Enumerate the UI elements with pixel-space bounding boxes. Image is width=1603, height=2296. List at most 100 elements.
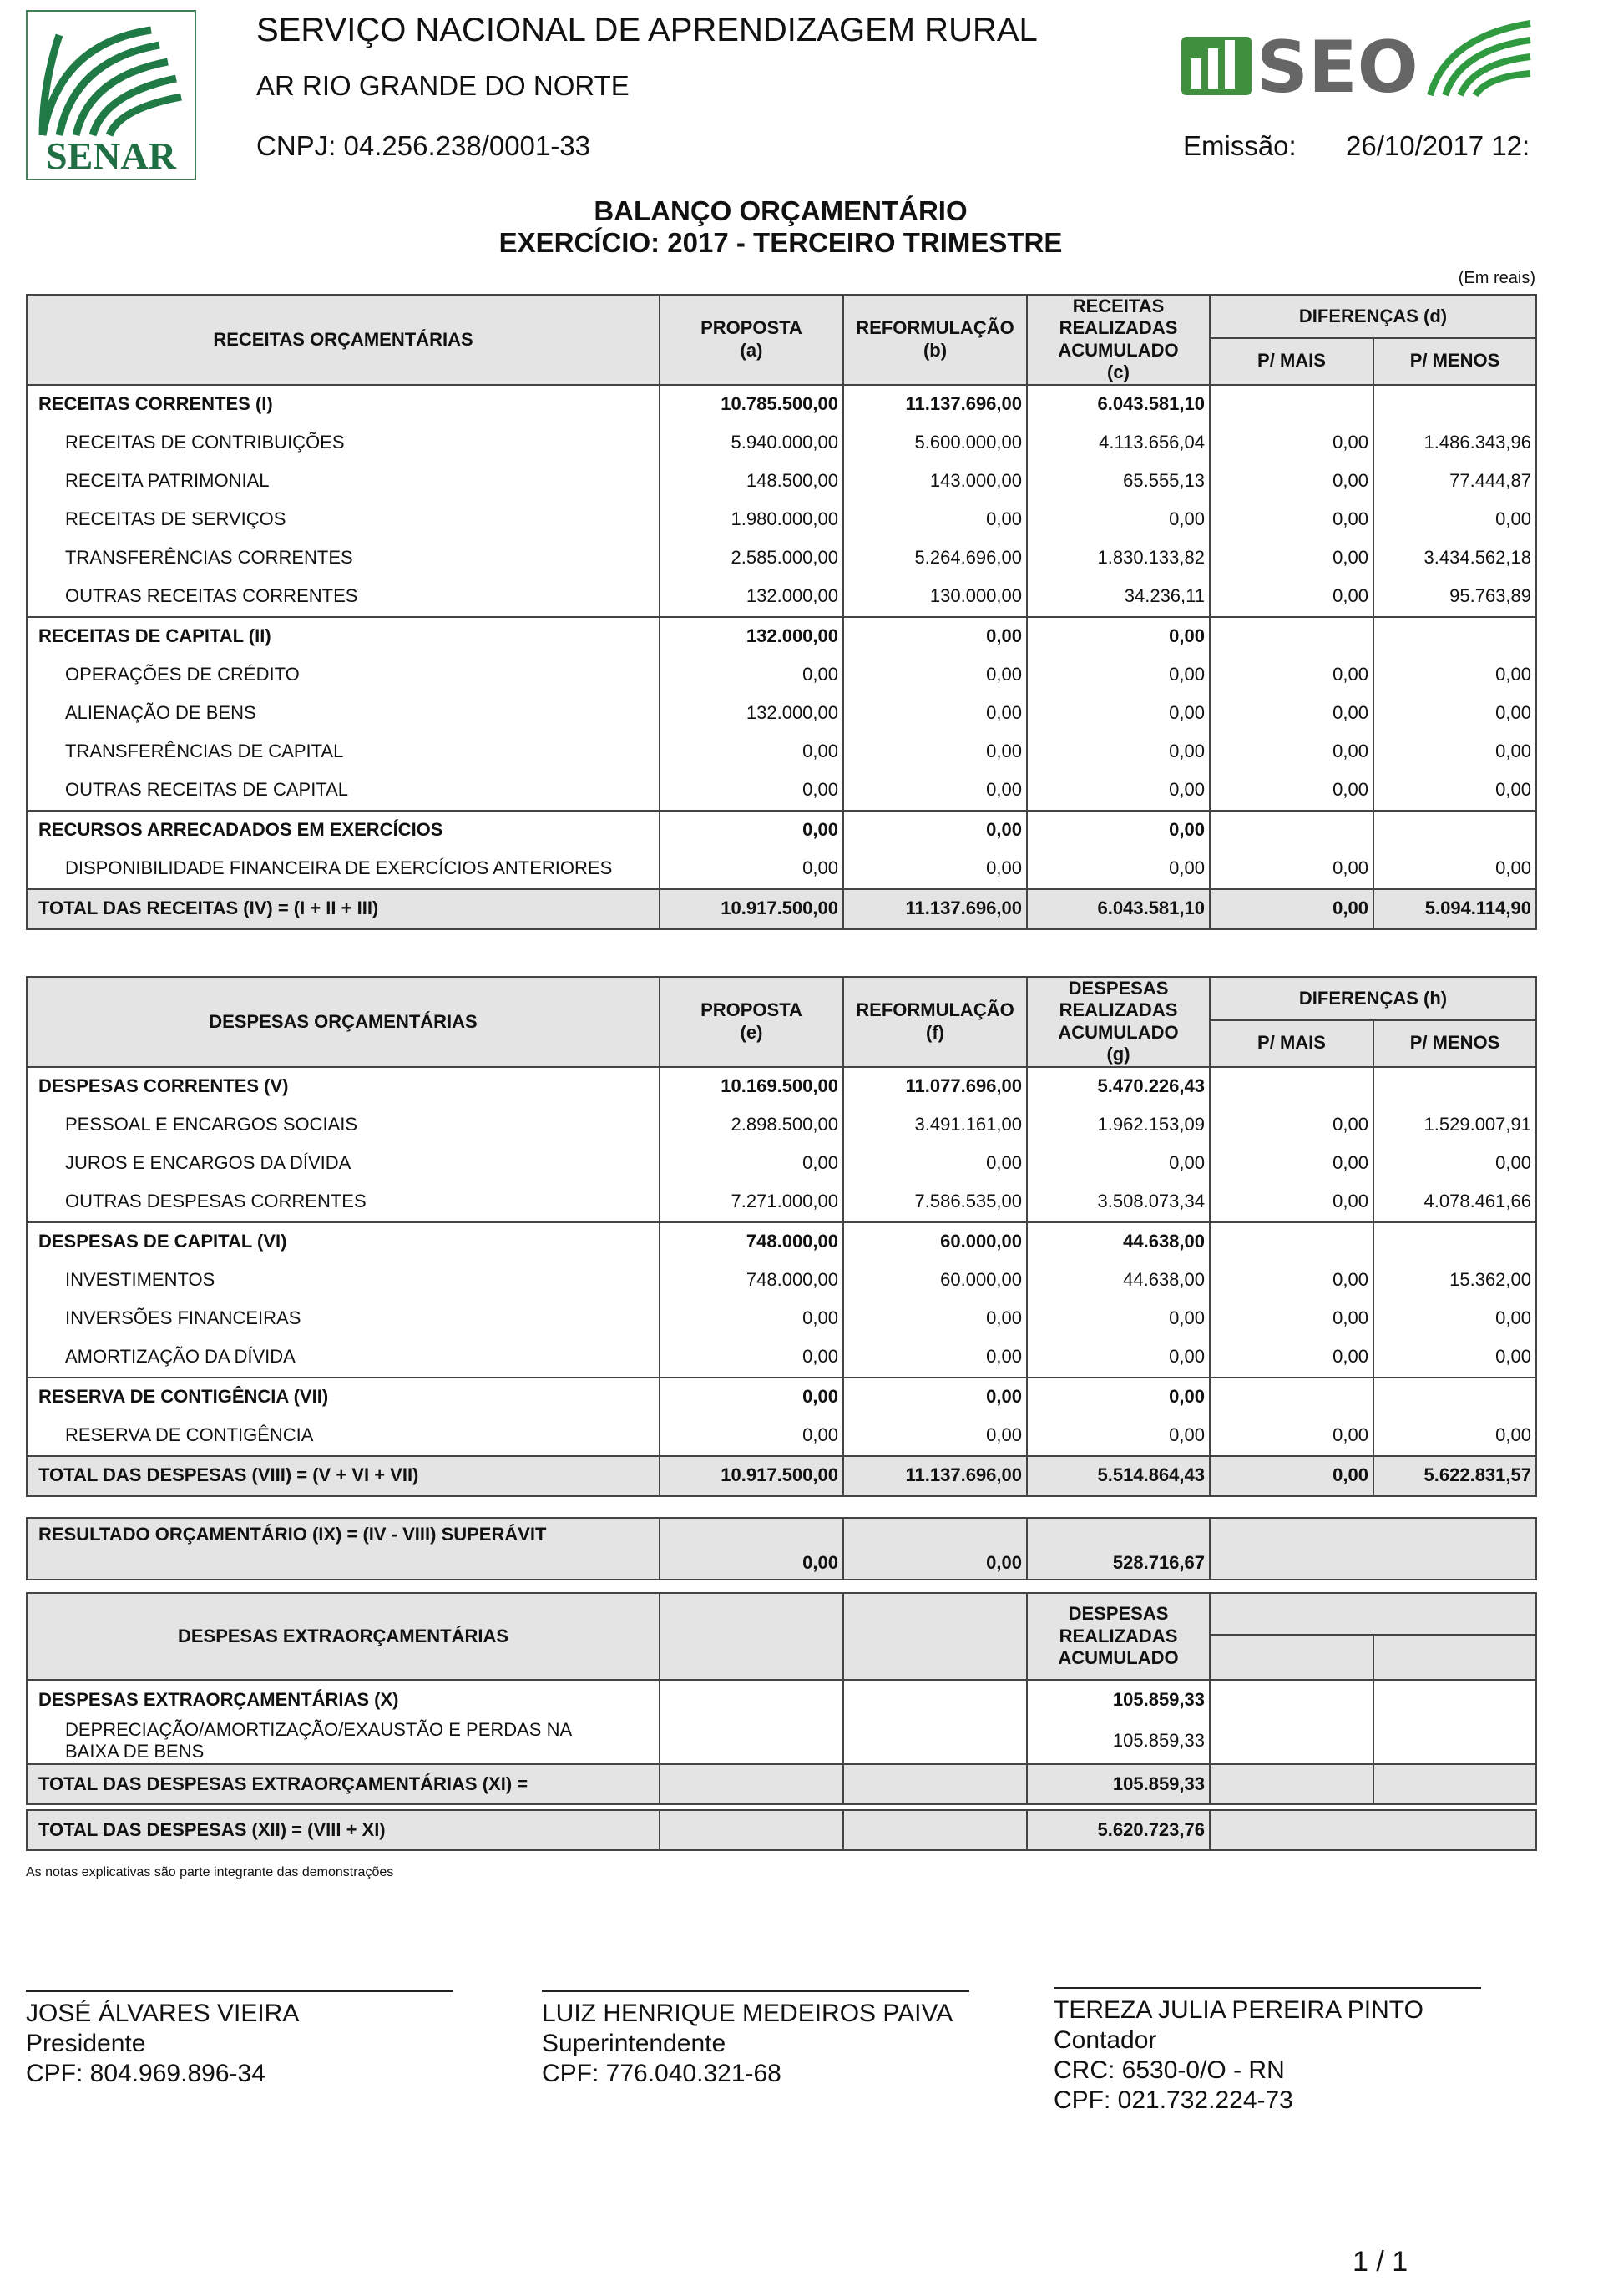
value-cell: 0,00: [1209, 1338, 1374, 1378]
value-cell: 11.137.696,00: [842, 1454, 1028, 1496]
value-cell: [659, 1719, 844, 1764]
title: BALANÇO ORÇAMENTÁRIO: [594, 195, 968, 226]
value-cell: 65.555,13: [1026, 462, 1211, 501]
table-row: OPERAÇÕES DE CRÉDITO 0,00 0,00 0,00 0,00 0,00: [26, 655, 1537, 695]
header-cell: REFORMULAÇÃO (f): [842, 976, 1028, 1068]
value-cell: 3.491.161,00: [842, 1105, 1028, 1145]
logo-bars: [1181, 37, 1252, 95]
value-cell: 0,00: [1209, 1144, 1374, 1183]
header-cell: [1209, 1592, 1537, 1636]
value-cell: 5.470.226,43: [1026, 1065, 1211, 1106]
value-cell: 0,00: [1026, 1416, 1211, 1456]
table-row: DISPONIBILIDADE FINANCEIRA DE EXERCÍCIOS…: [26, 849, 1537, 889]
value-cell: [1209, 1719, 1374, 1764]
header-cell: DESPESAS REALIZADAS ACUMULADO: [1026, 1592, 1211, 1681]
row-label: ALIENAÇÃO DE BENS: [26, 694, 660, 733]
value-cell: [659, 1679, 844, 1719]
signature: JOSÉ ÁLVARES VIEIRA Presidente CPF: 804.96…: [26, 1990, 453, 2089]
value-cell: 5.514.864,43: [1026, 1454, 1211, 1496]
value-cell: 0,00: [1026, 615, 1211, 656]
row-label: DEPRECIAÇÃO/AMORTIZAÇÃO/EXAUSTÃO E PERDA…: [26, 1719, 660, 1764]
value-cell: 0,00: [842, 1299, 1028, 1338]
value-cell: 132.000,00: [659, 615, 844, 656]
value-cell: 132.000,00: [659, 694, 844, 733]
header-cell: PROPOSTA (a): [659, 294, 844, 386]
table-row: RECEITAS DE CONTRIBUIÇÕES 5.940.000,00 5.6…: [26, 423, 1537, 463]
signature-line: [26, 1990, 453, 1992]
value-cell: 0,00: [1209, 1261, 1374, 1300]
signature: TEREZA JULIA PEREIRA PINTO Contador CRC: 6…: [1054, 1987, 1481, 2116]
value-cell: 0,00: [1373, 694, 1537, 733]
value-cell: 0,00: [1026, 500, 1211, 539]
header-cell: [659, 1592, 844, 1681]
value-cell: 0,00: [659, 1517, 844, 1580]
value-cell: 0,00: [1373, 1416, 1537, 1456]
value-cell: 77.444,87: [1373, 462, 1537, 501]
value-cell: [842, 1762, 1028, 1804]
value-cell: [1209, 1376, 1374, 1417]
table-row: RESERVA DE CONTIGÊNCIA (VII) 0,00 0,00 0,00: [26, 1376, 1537, 1417]
value-cell: 0,00: [659, 732, 844, 771]
row-label: PESSOAL E ENCARGOS SOCIAIS: [26, 1105, 660, 1145]
table-row: RECEITAS CORRENTES (I) 10.785.500,00 11.13…: [26, 383, 1537, 424]
row-label: TRANSFERÊNCIAS DE CAPITAL: [26, 732, 660, 771]
value-cell: 1.962.153,09: [1026, 1105, 1211, 1145]
value-cell: 132.000,00: [659, 577, 844, 617]
value-cell: 0,00: [659, 1376, 844, 1417]
value-cell: 4.078.461,66: [1373, 1182, 1537, 1222]
value-cell: 2.585.000,00: [659, 539, 844, 578]
value-cell: 44.638,00: [1026, 1261, 1211, 1300]
header-row: P/ MAIS P/ MENOS: [27, 336, 1537, 386]
value-cell: 105.859,33: [1026, 1679, 1211, 1719]
table-row: RECURSOS ARRECADADOS EM EXERCÍCIOS 0,00 0,…: [26, 809, 1537, 850]
value-cell: 2.898.500,00: [659, 1105, 844, 1145]
value-cell: 0,00: [659, 1299, 844, 1338]
extra-table: DESPESAS EXTRAORÇAMENTÁRIAS DESPESAS REAL…: [26, 1592, 1537, 1805]
signer-detail: CPF: 804.969.896-34: [26, 2060, 265, 2087]
value-cell: 34.236,11: [1026, 577, 1211, 617]
value-cell: 105.859,33: [1026, 1762, 1211, 1804]
value-cell: [1209, 615, 1374, 656]
header-cell: [842, 1592, 1028, 1681]
value-cell: 130.000,00: [842, 577, 1028, 617]
emission-date: 26/10/2017 12:: [1346, 130, 1530, 161]
value-cell: [659, 1809, 844, 1850]
value-cell: 0,00: [842, 655, 1028, 695]
value-cell: 0,00: [1026, 655, 1211, 695]
value-cell: 0,00: [842, 1376, 1028, 1417]
value-cell: [842, 1719, 1028, 1764]
result-table: RESULTADO ORÇAMENTÁRIO (IX) = (IV - VIII…: [26, 1517, 1537, 1580]
value-cell: 0,00: [659, 1416, 844, 1456]
row-label: RECEITA PATRIMONIAL: [26, 462, 660, 501]
value-cell: [1373, 1762, 1537, 1804]
value-cell: 11.137.696,00: [842, 383, 1028, 424]
value-cell: 6.043.581,10: [1026, 888, 1211, 929]
logo-arcs: [38, 26, 182, 137]
value-cell: [1209, 1679, 1374, 1719]
header-cell: P/ MENOS: [1373, 336, 1537, 386]
row-label: RECURSOS ARRECADADOS EM EXERCÍCIOS: [26, 809, 660, 850]
row-label: OPERAÇÕES DE CRÉDITO: [26, 655, 660, 695]
header-cell: [1209, 1634, 1374, 1681]
unit-name: AR RIO GRANDE DO NORTE: [256, 70, 630, 101]
value-cell: 11.137.696,00: [842, 888, 1028, 929]
row-label: TOTAL DAS DESPESAS EXTRAORÇAMENTÁRIAS (X…: [26, 1762, 660, 1804]
value-cell: 0,00: [842, 849, 1028, 889]
value-cell: 10.169.500,00: [659, 1065, 844, 1106]
signer-detail: Presidente: [26, 2030, 146, 2057]
row-label: RESERVA DE CONTIGÊNCIA (VII): [26, 1376, 660, 1417]
value-cell: 1.980.000,00: [659, 500, 844, 539]
value-cell: 0,00: [659, 1144, 844, 1183]
value-cell: 0,00: [1373, 732, 1537, 771]
table-row: DESPESAS DE CAPITAL (VI) 748.000,00 60.000…: [26, 1221, 1537, 1262]
signer-name: LUIZ HENRIQUE MEDEIROS PAIVA: [542, 2000, 953, 2027]
value-cell: [1209, 1065, 1374, 1106]
value-cell: 0,00: [1026, 771, 1211, 811]
value-cell: [1373, 809, 1537, 850]
value-cell: 0,00: [1373, 1299, 1537, 1338]
row-label: RECEITAS DE CAPITAL (II): [26, 615, 660, 656]
value-cell: 4.113.656,04: [1026, 423, 1211, 463]
table-row: DESPESAS EXTRAORÇAMENTÁRIAS (X) 105.859,3…: [26, 1679, 1537, 1719]
value-cell: 0,00: [842, 694, 1028, 733]
value-cell: [1209, 1221, 1374, 1262]
